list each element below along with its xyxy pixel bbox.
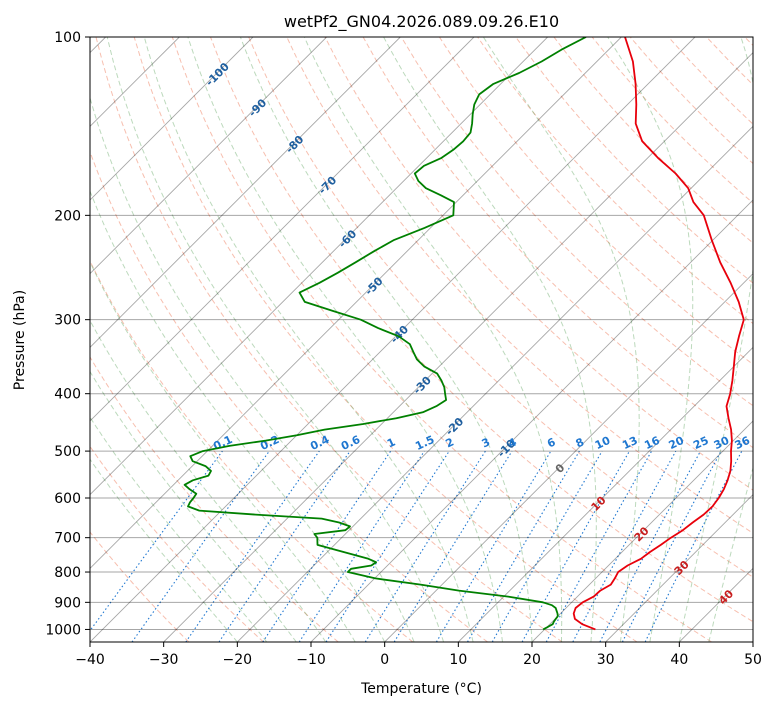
moist-adiabat <box>90 416 268 642</box>
y-axis-title: Pressure (hPa) <box>12 290 28 390</box>
plot-background <box>90 37 753 642</box>
moist-adiabat <box>303 37 563 642</box>
dry-adiabat <box>133 37 638 642</box>
x-axis-title: Temperature (°C) <box>360 681 482 697</box>
mixing-ratio-line <box>572 450 677 642</box>
mixing-ratio-line <box>131 450 270 642</box>
dry-adiabat <box>438 37 753 366</box>
isotherm <box>90 37 696 642</box>
dewpoint-line <box>183 37 587 631</box>
isotherm <box>163 52 753 642</box>
temperature-line <box>572 37 745 631</box>
x-tick-label: 10 <box>449 652 467 668</box>
moist-adiabat <box>607 37 694 642</box>
mixing-ratio-line <box>393 450 513 642</box>
mixing-ratio-label: 10 <box>593 434 613 452</box>
x-tick-label: −10 <box>296 652 326 668</box>
mixing-ratio-line <box>90 450 223 632</box>
isotherm <box>90 37 401 348</box>
isotherm <box>90 37 475 422</box>
isotherm <box>310 199 753 642</box>
mixing-ratio-line <box>545 450 653 642</box>
y-tick-label: 800 <box>54 565 81 581</box>
dry-adiabat <box>90 150 488 642</box>
chart-title: wetPf2_GN04.2026.089.09.26.E10 <box>284 12 559 32</box>
moist-adiabat <box>143 37 474 642</box>
y-tick-label: 500 <box>54 444 81 460</box>
dry-adiabat <box>210 37 753 623</box>
x-tick-label: −30 <box>149 652 179 668</box>
mixing-ratio-label: 36 <box>733 434 753 452</box>
dry-adiabat <box>90 259 414 642</box>
isotherm <box>458 346 753 642</box>
x-tick-label: 0 <box>380 652 389 668</box>
y-tick-label: 1000 <box>45 622 81 638</box>
dry-adiabat <box>90 531 190 642</box>
dry-adiabat <box>248 37 753 578</box>
mixing-ratio-labels: 0.1 0.2 0.4 0.6 1 1.5 2 3 4 6 8 10 13 16 20 25 30 36 <box>211 433 752 453</box>
mixing-ratio-label: 16 <box>642 434 662 452</box>
x-tick-label: 20 <box>523 652 541 668</box>
dry-adiabat <box>90 356 339 642</box>
isotherm <box>90 37 622 569</box>
y-tick-label: 100 <box>54 30 81 46</box>
y-axis: 100 200 300 400 500 600 700 800 900 1000 <box>45 30 90 638</box>
moist-adiabat <box>708 466 753 642</box>
background-lines <box>90 37 753 642</box>
sounding-traces <box>183 37 745 631</box>
isotherm <box>90 37 548 496</box>
isotherm <box>605 494 753 642</box>
mixing-ratio-line <box>325 450 450 642</box>
dry-adiabat <box>95 37 563 642</box>
y-tick-label: 600 <box>54 491 81 507</box>
mixing-ratio-line <box>298 450 425 642</box>
y-tick-label: 400 <box>54 387 81 403</box>
mixing-ratio-label: 30 <box>712 434 732 452</box>
dry-adiabat <box>171 37 712 642</box>
mixing-ratio-label: 25 <box>691 434 710 452</box>
x-tick-label: 50 <box>744 652 762 668</box>
isotherm <box>237 125 753 642</box>
moist-adiabat <box>90 458 238 642</box>
mixing-ratio-line <box>644 450 743 642</box>
isotherm <box>90 37 254 201</box>
dry-adiabat <box>324 37 753 491</box>
moist-adiabat <box>90 319 327 642</box>
x-axis: −40 −30 −20 −10 0 10 20 30 40 50 <box>75 642 762 668</box>
x-tick-label: −20 <box>223 652 253 668</box>
dry-adiabat <box>90 445 264 642</box>
x-tick-label: 40 <box>670 652 688 668</box>
y-tick-label: 200 <box>54 208 81 224</box>
dry-adiabat <box>400 37 753 407</box>
moist-adiabat <box>678 37 753 642</box>
moist-adiabat <box>90 189 386 642</box>
x-tick-label: 30 <box>597 652 615 668</box>
moist-adiabat <box>90 260 356 642</box>
moist-adiabat <box>383 37 597 642</box>
mixing-ratio-line <box>262 450 392 642</box>
moist-adiabat <box>187 37 503 642</box>
dry-adiabat <box>515 37 753 284</box>
moist-adiabat <box>106 37 445 642</box>
mixing-ratio-line <box>521 450 630 642</box>
y-tick-label: 300 <box>54 313 81 329</box>
plot-frame <box>89 36 754 643</box>
mixing-ratio-label: 20 <box>667 434 687 452</box>
y-tick-label: 700 <box>54 531 81 547</box>
isotherm <box>90 37 327 275</box>
mixing-ratio-label: 13 <box>620 434 639 452</box>
y-tick-label: 900 <box>54 595 81 611</box>
moist-adiabat <box>482 37 640 642</box>
isotherm <box>531 420 753 642</box>
mixing-ratio-line <box>218 450 351 642</box>
mixing-ratio-line <box>185 450 320 642</box>
isotherm <box>384 273 753 642</box>
pressure-gridlines <box>90 37 753 630</box>
isotherm <box>752 641 753 642</box>
x-tick-label: −40 <box>75 652 105 668</box>
